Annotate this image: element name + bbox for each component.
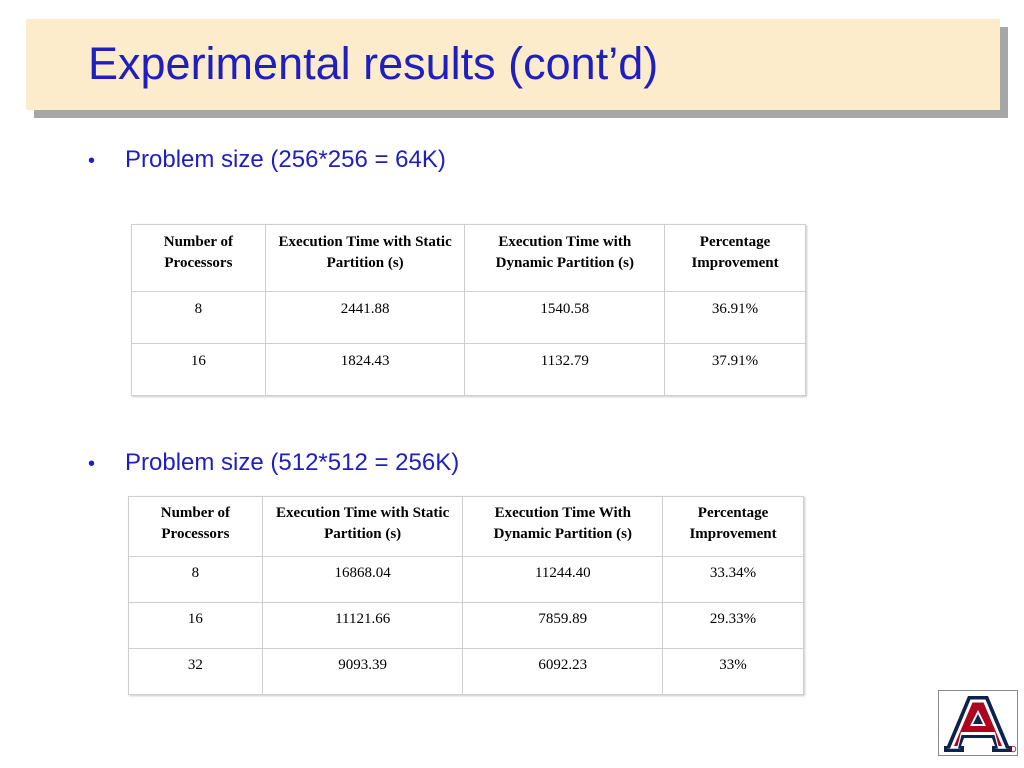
header-cell: Number of Processors <box>131 224 266 292</box>
table-cell: 33.34% <box>662 556 804 603</box>
table-cell: 1824.43 <box>264 343 466 396</box>
table-cell: 1540.58 <box>464 291 666 344</box>
table-cell: 6092.23 <box>462 648 664 695</box>
table-header-row: Number of Processors Execution Time with… <box>128 496 804 557</box>
bullet-text: Problem size (512*512 = 256K) <box>125 449 460 476</box>
table-header-row: Number of Processors Execution Time with… <box>131 224 806 292</box>
bullet-dot: • <box>88 453 96 475</box>
slide-title: Experimental results (cont’d) <box>88 38 659 89</box>
table-cell: 2441.88 <box>264 291 466 344</box>
table-cell: 9093.39 <box>261 648 464 695</box>
table-row: 8 2441.88 1540.58 36.91% <box>131 291 806 344</box>
table-row: 16 1824.43 1132.79 37.91% <box>131 343 806 396</box>
table-cell: 32 <box>128 648 263 695</box>
table-cell: 11121.66 <box>261 602 464 649</box>
header-cell: Execution Time with Static Partition (s) <box>261 496 464 557</box>
table-cell: 11244.40 <box>462 556 664 603</box>
table-cell: 1132.79 <box>464 343 666 396</box>
bullet-problem-size-2: • Problem size (512*512 = 256K) <box>88 448 459 479</box>
header-cell: Execution Time with Dynamic Partition (s… <box>464 224 666 292</box>
table-cell: 8 <box>128 556 263 603</box>
header-cell: Percentage Improvement <box>664 224 806 292</box>
table-row: 32 9093.39 6092.23 33% <box>128 648 804 695</box>
university-logo <box>938 690 1018 756</box>
table-row: 16 11121.66 7859.89 29.33% <box>128 602 804 649</box>
header-cell: Percentage Improvement <box>662 496 804 557</box>
header-cell: Number of Processors <box>128 496 263 557</box>
results-table-64k: Number of Processors Execution Time with… <box>131 224 806 396</box>
table-row: 8 16868.04 11244.40 33.34% <box>128 556 804 603</box>
table-cell: 37.91% <box>664 343 806 396</box>
title-banner <box>26 19 1000 110</box>
bullet-dot: • <box>88 150 96 172</box>
bullet-text: Problem size (256*256 = 64K) <box>125 146 446 173</box>
results-table-256k: Number of Processors Execution Time with… <box>128 496 804 695</box>
table-cell: 8 <box>131 291 266 344</box>
table-cell: 16 <box>128 602 263 649</box>
header-cell: Execution Time With Dynamic Partition (s… <box>462 496 664 557</box>
table-cell: 36.91% <box>664 291 806 344</box>
table-cell: 7859.89 <box>462 602 664 649</box>
table-cell: 33% <box>662 648 804 695</box>
header-cell: Execution Time with Static Partition (s) <box>264 224 466 292</box>
table-cell: 29.33% <box>662 602 804 649</box>
table-cell: 16868.04 <box>261 556 464 603</box>
table-cell: 16 <box>131 343 266 396</box>
bullet-problem-size-1: • Problem size (256*256 = 64K) <box>88 145 446 176</box>
